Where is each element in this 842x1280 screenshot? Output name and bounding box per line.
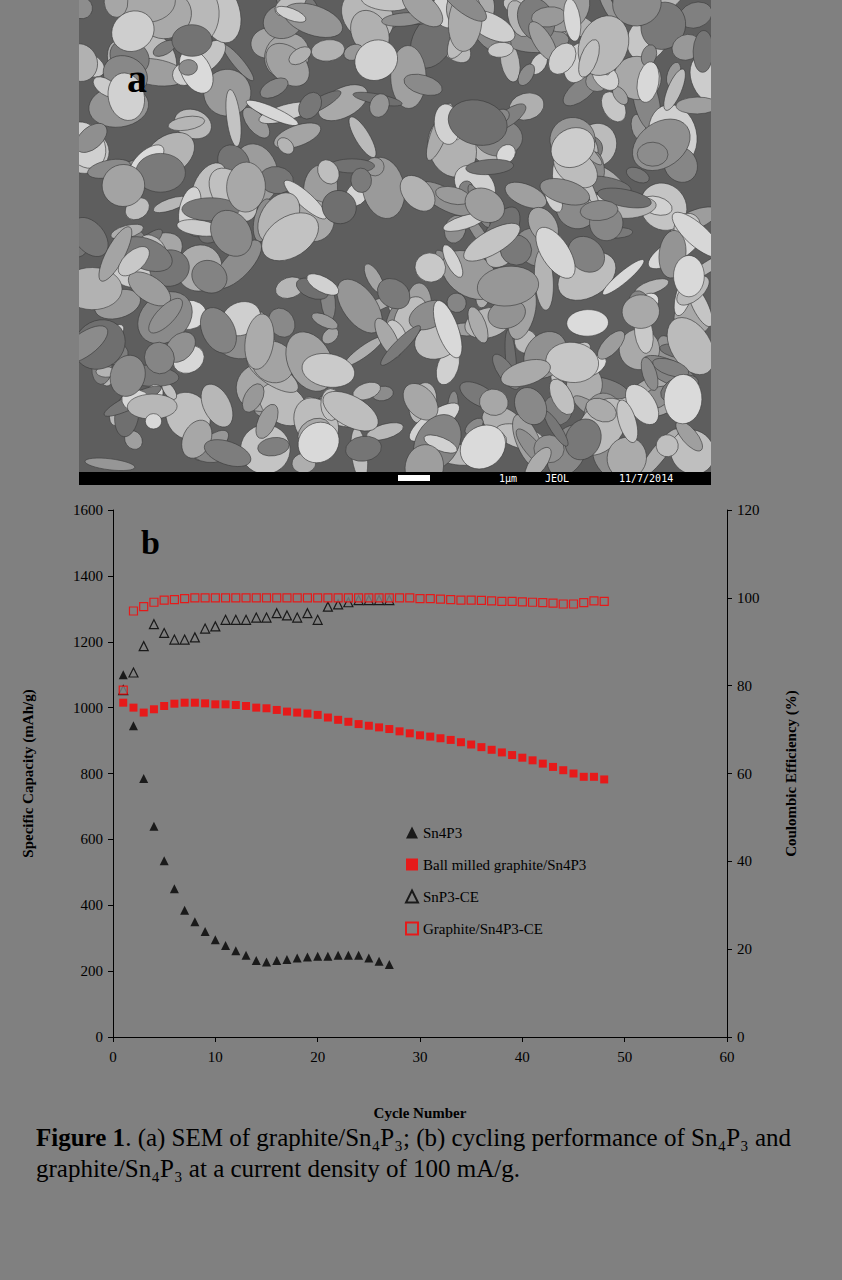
svg-text:100: 100 — [737, 590, 760, 606]
svg-text:a: a — [127, 56, 147, 101]
svg-text:Sn4P3: Sn4P3 — [423, 825, 462, 841]
svg-text:30: 30 — [413, 1049, 428, 1065]
svg-text:80: 80 — [737, 678, 752, 694]
svg-text:600: 600 — [81, 831, 104, 847]
svg-text:Coulombic Efficiency (%): Coulombic Efficiency (%) — [783, 690, 800, 857]
svg-text:60: 60 — [737, 766, 752, 782]
svg-text:800: 800 — [81, 766, 104, 782]
svg-text:40: 40 — [737, 853, 752, 869]
svg-text:SnP3-CE: SnP3-CE — [423, 889, 479, 905]
svg-text:Ball milled graphite/Sn4P3: Ball milled graphite/Sn4P3 — [423, 857, 586, 873]
html-text:Figure 1. (a) SEM of graphite/: Figure 1. (a) SEM of graphite/Sn₄P₃; (b)… — [36, 1124, 792, 1182]
svg-text:1200: 1200 — [73, 634, 103, 650]
svg-text:Graphite/Sn4P3-CE: Graphite/Sn4P3-CE — [423, 921, 543, 937]
svg-text:400: 400 — [81, 897, 104, 913]
svg-text:1µm: 1µm — [499, 473, 517, 484]
svg-text:Cycle Number: Cycle Number — [374, 1105, 467, 1121]
svg-text:1400: 1400 — [73, 568, 103, 584]
svg-text:20: 20 — [737, 941, 752, 957]
svg-text:1600: 1600 — [73, 502, 103, 518]
svg-text:200: 200 — [81, 963, 104, 979]
svg-text:20: 20 — [310, 1049, 325, 1065]
svg-text:120: 120 — [737, 502, 760, 518]
svg-text:0: 0 — [96, 1029, 104, 1045]
svg-text:Specific Capacity (mAh/g): Specific Capacity (mAh/g) — [20, 689, 37, 857]
svg-text:50: 50 — [617, 1049, 632, 1065]
svg-text:60: 60 — [720, 1049, 735, 1065]
svg-text:10: 10 — [208, 1049, 223, 1065]
svg-text:0: 0 — [109, 1049, 117, 1065]
svg-text:11/7/2014: 11/7/2014 — [619, 473, 673, 484]
svg-text:0: 0 — [737, 1029, 745, 1045]
svg-text:b: b — [141, 524, 160, 561]
svg-text:1000: 1000 — [73, 700, 103, 716]
svg-text:JEOL: JEOL — [545, 473, 569, 484]
svg-text:40: 40 — [515, 1049, 530, 1065]
